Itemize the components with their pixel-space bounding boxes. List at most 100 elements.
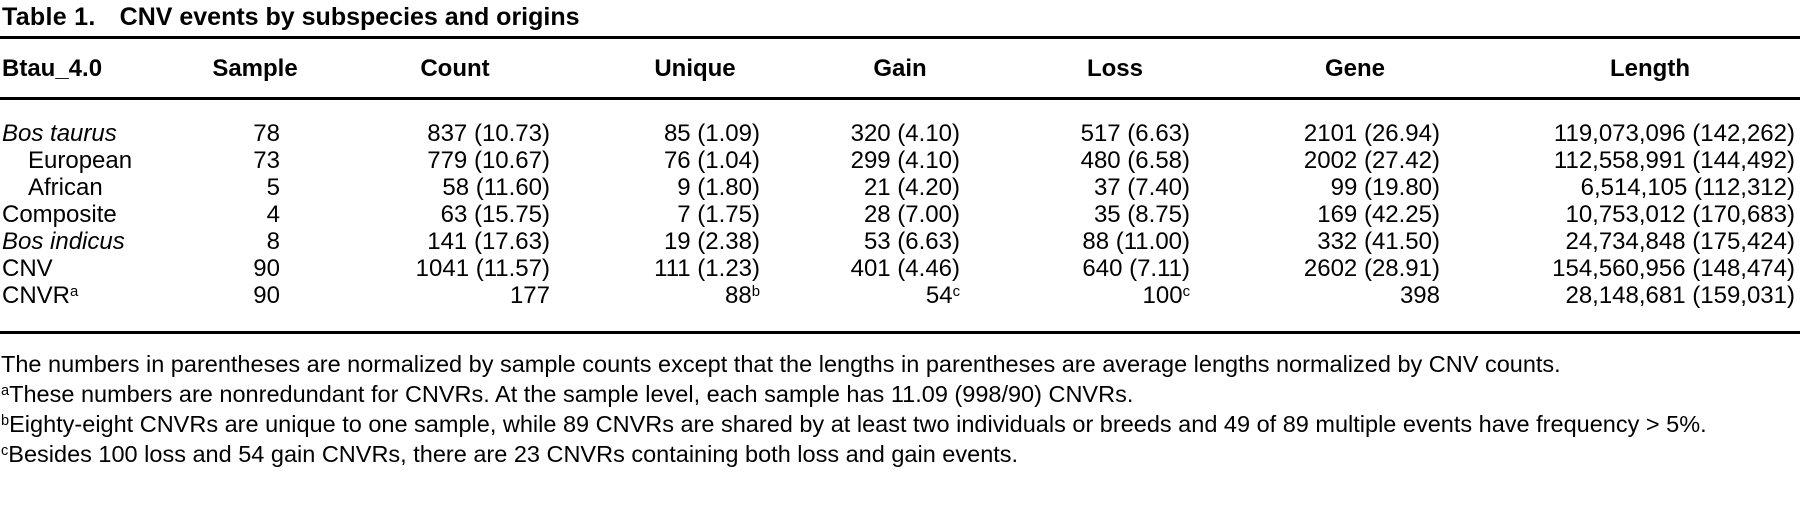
table-caption-title: CNV events by subspecies and origins — [119, 3, 580, 31]
table-cell: 90 — [170, 255, 300, 282]
cell-text: 177 — [509, 282, 550, 309]
table-cell: 2602 (28.91) — [1210, 255, 1460, 282]
cell-text: 9 (1.80) — [677, 174, 760, 201]
cnv-events-table: Btau_4.0 Sample Count Unique Gain Loss Gene Len… — [0, 36, 1800, 334]
cell-text: Composite — [2, 201, 117, 228]
cell-text: 169 (42.25) — [1317, 201, 1440, 228]
table-cell: 837 (10.73) — [300, 99, 570, 147]
cell-text: 480 (6.58) — [1080, 147, 1190, 174]
cell-text: 299 (4.10) — [850, 147, 960, 174]
cell-text: African — [28, 174, 103, 201]
table-cell: 517 (6.63) — [980, 99, 1210, 147]
table-cell: Composite — [0, 201, 170, 228]
table-cell: 53 (6.63) — [780, 228, 980, 255]
footnote-marker: b — [751, 284, 760, 301]
table-cell: 28,148,681 (159,031) — [1460, 282, 1800, 334]
table-cell: 54c — [780, 282, 980, 334]
table-cell: 111 (1.23) — [570, 255, 780, 282]
cell-text: 90 — [253, 282, 280, 309]
table-cell: 100c — [980, 282, 1210, 334]
cell-text: 73 — [253, 147, 280, 174]
table-cell: 73 — [170, 147, 300, 174]
table-header: Btau_4.0 Sample Count Unique Gain Loss Gene Len… — [0, 36, 1800, 100]
table-header-row: Btau_4.0 Sample Count Unique Gain Loss Gene Len… — [0, 36, 1800, 100]
table-cell: 398 — [1210, 282, 1460, 334]
cell-text: 10,753,012 (170,683) — [1565, 201, 1795, 228]
column-header-unique: Unique — [570, 36, 780, 100]
table-cell: 85 (1.09) — [570, 99, 780, 147]
table-body: Bos taurus 78 837 (10.73) 85 (1.09) 320 (4.1… — [0, 99, 1800, 334]
cell-text: 35 (8.75) — [1093, 201, 1190, 228]
footnote-b: bEighty-eight CNVRs are unique to one sa… — [1, 411, 1707, 437]
cell-text: 837 (10.73) — [427, 120, 550, 147]
cell-text: 88 — [725, 282, 752, 309]
cell-text: 88 (11.00) — [1082, 228, 1190, 255]
table-cell: 58 (11.60) — [300, 174, 570, 201]
footnote-a: aThese numbers are nonredundant for CNVR… — [1, 381, 1134, 407]
table-row: CNV 90 1041 (11.57) 111 (1.23) 401 (4.46) 640… — [0, 255, 1800, 282]
table-cell: 19 (2.38) — [570, 228, 780, 255]
table-cell: 332 (41.50) — [1210, 228, 1460, 255]
column-header-count: Count — [300, 36, 570, 100]
cell-text: 6,514,105 (112,312) — [1580, 174, 1795, 201]
table-cell: 63 (15.75) — [300, 201, 570, 228]
table-cell: 141 (17.63) — [300, 228, 570, 255]
cell-text: 119,073,096 (142,262) — [1553, 120, 1795, 147]
table-row: Bos taurus 78 837 (10.73) 85 (1.09) 320 (4.1… — [0, 99, 1800, 147]
cell-text: 517 (6.63) — [1080, 120, 1190, 147]
table-row: European 73 779 (10.67) 76 (1.04) 299 (4.10)… — [0, 147, 1800, 174]
table-cell: 90 — [170, 282, 300, 334]
table-footnotes: The numbers in parentheses are normalize… — [0, 349, 1800, 469]
table-cell: 24,734,848 (175,424) — [1460, 228, 1800, 255]
cell-text: European — [28, 147, 133, 174]
footnote-marker: b — [1, 413, 10, 430]
cell-text: 141 (17.63) — [427, 228, 550, 255]
footnote-marker: c — [952, 284, 960, 301]
cell-text: 54 — [925, 282, 953, 309]
cell-text: 19 (2.38) — [663, 228, 760, 255]
footnote-marker: c — [1182, 284, 1190, 301]
table-cell: Bos taurus — [0, 99, 170, 147]
cell-text: 401 (4.46) — [850, 255, 960, 282]
table-cell: 10,753,012 (170,683) — [1460, 201, 1800, 228]
cell-text: CNV — [2, 255, 53, 282]
table-cell: 320 (4.10) — [780, 99, 980, 147]
table-cell: 401 (4.46) — [780, 255, 980, 282]
column-header-btau-4-0: Btau_4.0 — [0, 36, 170, 100]
cell-text: Bos taurus — [2, 120, 117, 147]
cell-text: Bos indicus — [2, 228, 125, 255]
cell-text: 8 — [266, 228, 280, 255]
table-cell: 4 — [170, 201, 300, 228]
cell-text: 63 (15.75) — [440, 201, 550, 228]
table-cell: 119,073,096 (142,262) — [1460, 99, 1800, 147]
table-cell: CNVRa — [0, 282, 170, 334]
table-cell: 88b — [570, 282, 780, 334]
table-cell: 21 (4.20) — [780, 174, 980, 201]
cell-text: 28,148,681 (159,031) — [1565, 282, 1795, 309]
table-cell: 154,560,956 (148,474) — [1460, 255, 1800, 282]
table-row: Bos indicus 8 141 (17.63) 19 (2.38) 53 (6.63… — [0, 228, 1800, 255]
cell-text: 2002 (27.42) — [1303, 147, 1440, 174]
cell-text: 5 — [266, 174, 280, 201]
table-row: Composite 4 63 (15.75) 7 (1.75) 28 (7.00) 35 … — [0, 201, 1800, 228]
table-row: African 5 58 (11.60) 9 (1.80) 21 (4.20) 37 (7… — [0, 174, 1800, 201]
cell-text: 99 (19.80) — [1330, 174, 1440, 201]
table-cell: CNV — [0, 255, 170, 282]
cell-text: 28 (7.00) — [863, 201, 960, 228]
table-cell: 6,514,105 (112,312) — [1460, 174, 1800, 201]
table-cell: Bos indicus — [0, 228, 170, 255]
table-caption-label: Table 1. — [2, 3, 96, 31]
cell-text: 320 (4.10) — [850, 120, 960, 147]
cell-text: 21 (4.20) — [863, 174, 960, 201]
footnote-c: cBesides 100 loss and 54 gain CNVRs, the… — [1, 441, 1019, 467]
cell-text: 78 — [253, 120, 280, 147]
cell-text: 154,560,956 (148,474) — [1552, 255, 1795, 282]
cell-text: 53 (6.63) — [863, 228, 960, 255]
table-cell: 8 — [170, 228, 300, 255]
table-cell: 37 (7.40) — [980, 174, 1210, 201]
table-caption: Table 1. CNV events by subspecies and ori… — [2, 2, 1800, 32]
table-cell: 177 — [300, 282, 570, 334]
table-cell: 779 (10.67) — [300, 147, 570, 174]
table-cell: African — [0, 174, 170, 201]
cell-text: 1041 (11.57) — [415, 255, 550, 282]
